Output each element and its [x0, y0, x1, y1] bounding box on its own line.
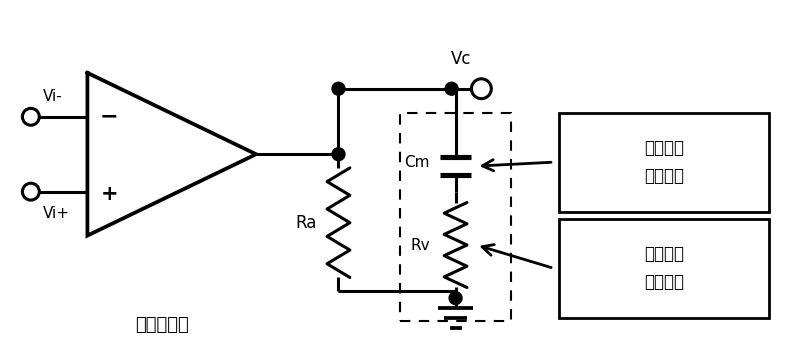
- Text: 动态零点: 动态零点: [644, 245, 684, 264]
- Text: −: −: [100, 107, 118, 127]
- Circle shape: [445, 82, 458, 95]
- Circle shape: [22, 183, 39, 200]
- Text: 控制单元: 控制单元: [644, 273, 684, 291]
- Text: Ra: Ra: [295, 214, 317, 232]
- Text: Rv: Rv: [410, 238, 430, 253]
- Text: +: +: [101, 184, 118, 204]
- Bar: [558, 219, 769, 318]
- Text: 误差放大器: 误差放大器: [135, 316, 189, 334]
- Circle shape: [332, 82, 345, 95]
- Circle shape: [471, 79, 491, 99]
- Text: 密勒电容: 密勒电容: [644, 139, 684, 157]
- Circle shape: [22, 108, 39, 125]
- Text: Vi+: Vi+: [42, 206, 70, 221]
- Text: Vc: Vc: [451, 50, 472, 68]
- Text: 控制单元: 控制单元: [644, 167, 684, 185]
- Text: Cm: Cm: [404, 155, 430, 170]
- Text: Vi-: Vi-: [42, 90, 62, 104]
- Circle shape: [449, 292, 462, 305]
- Bar: [400, 112, 511, 321]
- Circle shape: [332, 148, 345, 161]
- Bar: [558, 112, 769, 212]
